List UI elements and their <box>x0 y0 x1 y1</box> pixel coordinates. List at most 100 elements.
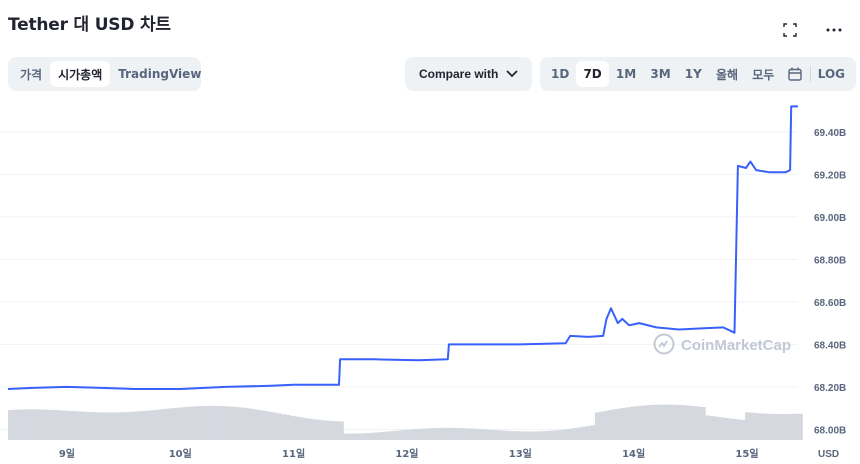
volume-bar <box>127 411 132 440</box>
y-tick-label: 68.00B <box>814 425 846 436</box>
volume-bar <box>100 412 106 440</box>
volume-bar <box>440 427 446 440</box>
volume-bar <box>96 412 102 440</box>
log-toggle[interactable]: LOG <box>817 67 845 81</box>
volume-bar <box>462 428 468 440</box>
volume-bar <box>30 409 35 440</box>
volume-bar <box>299 417 305 440</box>
volume-bar <box>215 405 221 440</box>
volume-bar <box>427 428 433 440</box>
volume-bar <box>339 421 344 440</box>
volume-bar <box>767 413 772 440</box>
volume-bar <box>647 405 653 440</box>
watermark: CoinMarketCap <box>653 333 791 355</box>
volume-bar <box>25 409 31 440</box>
volume-bar <box>670 404 675 440</box>
volume-bar <box>250 408 256 440</box>
volume-bar <box>572 428 578 440</box>
volume-bar <box>784 413 790 440</box>
volume-bar <box>383 431 388 440</box>
volume-bar <box>511 431 516 440</box>
volume-bar <box>665 404 671 440</box>
volume-bar <box>709 416 715 440</box>
volume-bar <box>705 415 711 440</box>
volume-bar <box>391 430 397 440</box>
volume-bar <box>219 406 225 440</box>
volume-bar <box>700 407 706 440</box>
volume-bar <box>321 420 327 440</box>
range-ytd[interactable]: 올해 <box>715 67 739 82</box>
volume-bar <box>722 417 728 440</box>
chevron-down-icon <box>506 67 518 81</box>
y-tick-label: 69.40B <box>814 128 846 139</box>
volume-bar <box>268 411 274 440</box>
range-1m[interactable]: 1M <box>615 67 637 81</box>
volume-bar <box>65 410 71 440</box>
range-1d[interactable]: 1D <box>551 67 570 81</box>
volume-bar <box>290 415 296 440</box>
volume-bar <box>550 430 556 440</box>
volume-bar <box>206 405 212 440</box>
volume-bar <box>308 418 313 440</box>
grid-lines <box>0 131 798 430</box>
volume-bar <box>286 415 291 440</box>
volume-bar <box>193 406 199 440</box>
volume-bar <box>135 411 141 440</box>
compare-with-dropdown[interactable]: Compare with <box>405 57 532 91</box>
volume-bar <box>687 405 693 440</box>
tab-price[interactable]: 가격 <box>20 67 43 82</box>
volume-bar <box>696 406 702 440</box>
volume-bar <box>519 431 525 440</box>
volume-bar <box>692 406 697 440</box>
volume-bar <box>678 405 684 440</box>
volume-bar <box>546 430 552 440</box>
volume-bar <box>634 406 640 440</box>
volume-bar <box>559 429 565 440</box>
volume-bar <box>325 420 331 440</box>
volume-bar <box>736 419 742 440</box>
tab-tradingview[interactable]: TradingView <box>118 67 202 81</box>
volume-bar <box>603 410 609 440</box>
volume-bar <box>630 406 636 440</box>
more-icon[interactable] <box>822 18 846 42</box>
calendar-icon[interactable] <box>781 61 809 87</box>
volume-bar <box>453 427 459 440</box>
volume-bar <box>484 429 490 440</box>
y-tick-label: 68.80B <box>814 255 846 266</box>
x-tick-label: 13일 <box>509 447 532 460</box>
volume-bar <box>16 409 22 440</box>
volume-bar <box>581 426 587 440</box>
volume-bar <box>144 410 150 440</box>
volume-bar <box>83 411 88 440</box>
volume-bar <box>608 410 614 440</box>
volume-bar <box>387 431 393 440</box>
volume-bar <box>122 412 128 440</box>
x-tick-label: 14일 <box>622 447 645 460</box>
volume-bar <box>184 406 190 440</box>
volume-bar <box>166 408 172 440</box>
range-all[interactable]: 모두 <box>752 67 775 82</box>
volume-bar <box>34 409 40 440</box>
volume-bar <box>21 409 27 440</box>
range-1y[interactable]: 1Y <box>684 67 702 81</box>
volume-bar <box>594 412 600 440</box>
volume-bar <box>78 411 84 440</box>
volume-bar <box>255 409 260 440</box>
y-tick-label: 69.00B <box>814 213 846 224</box>
volume-bar <box>493 430 499 440</box>
volume-bar <box>718 417 724 440</box>
volume-bar <box>374 432 380 440</box>
y-tick-label: 68.60B <box>814 298 846 309</box>
volume-bar <box>656 404 662 440</box>
tab-market-cap[interactable]: 시가총액 <box>50 61 111 87</box>
volume-bar <box>497 430 503 440</box>
range-7d[interactable]: 7D <box>576 61 609 87</box>
volume-bar <box>480 429 486 440</box>
chart-type-tabs: 가격 시가총액 TradingView <box>8 57 201 91</box>
volume-bar <box>506 430 512 440</box>
volume-bar <box>740 419 746 440</box>
volume-bar <box>246 408 252 440</box>
volume-bar <box>727 418 733 440</box>
range-3m[interactable]: 3M <box>650 67 671 81</box>
fullscreen-icon[interactable] <box>778 18 802 42</box>
